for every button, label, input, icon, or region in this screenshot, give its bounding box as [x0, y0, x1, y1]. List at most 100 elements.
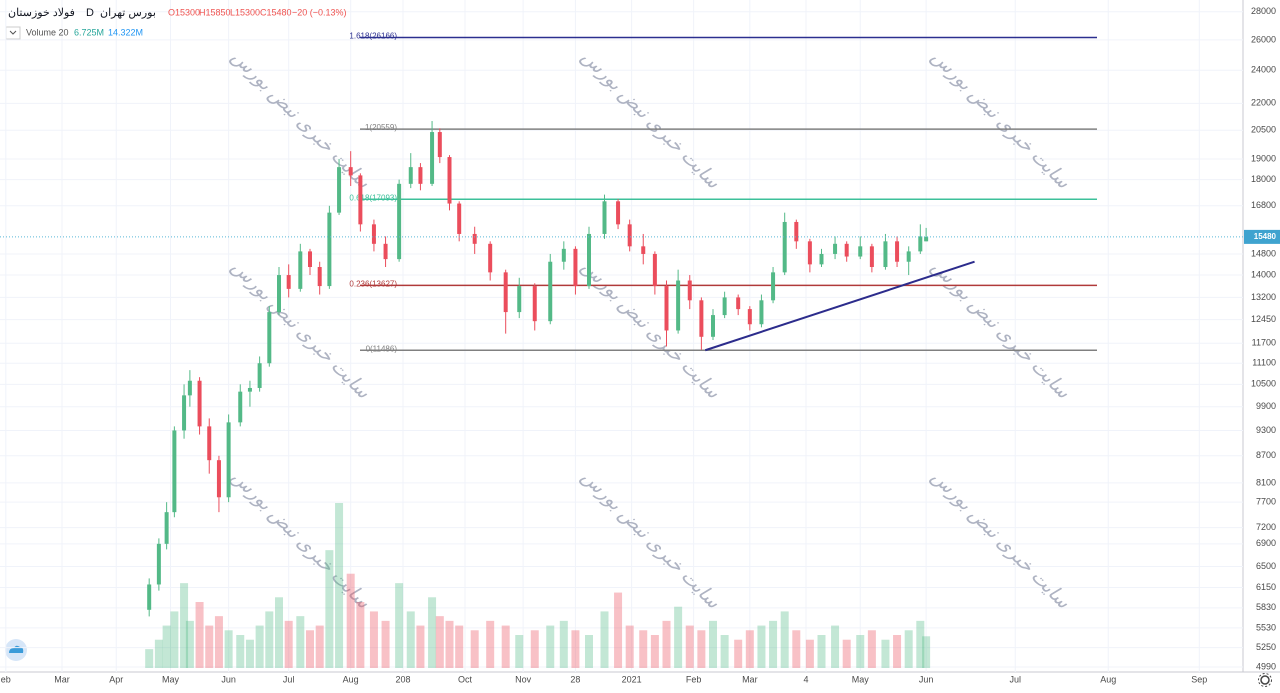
candle-body — [532, 286, 537, 322]
y-tick-label: 8100 — [1256, 477, 1276, 487]
candle-body — [924, 236, 929, 242]
x-tick-label: May — [162, 674, 180, 684]
volume-bar — [255, 625, 264, 668]
candle-body — [561, 248, 566, 262]
fib-label: 0.618(17093) — [349, 193, 397, 202]
logo — [5, 639, 27, 661]
candle-body — [187, 380, 192, 396]
candle-body — [747, 309, 752, 325]
volume-bar — [639, 630, 648, 668]
y-tick-label: 22000 — [1251, 98, 1276, 108]
volume-bar — [709, 620, 717, 668]
x-tick-label: Jul — [283, 674, 295, 684]
candle-body — [503, 272, 508, 313]
volume-bar — [335, 503, 344, 668]
x-tick-label: 28 — [570, 674, 580, 684]
chevron — [9, 30, 17, 35]
candle-body — [641, 246, 646, 254]
candle-body — [807, 241, 812, 265]
candle-body — [616, 201, 621, 225]
volume-label: Volume 20 — [26, 27, 69, 37]
open-value: O15300 — [168, 7, 200, 17]
candle-body — [397, 183, 402, 260]
y-tick-label: 7700 — [1256, 497, 1276, 507]
candle-body — [164, 512, 169, 544]
volume-bar — [284, 620, 293, 668]
volume-bar — [428, 597, 437, 668]
candle-body — [573, 248, 578, 287]
x-tick-label: Oct — [458, 674, 473, 684]
candle-body — [238, 391, 243, 423]
volume-bar — [881, 639, 890, 668]
volume-bar — [195, 602, 204, 668]
y-tick-label: 9900 — [1256, 401, 1276, 411]
last-price-label: 15480 — [1254, 232, 1277, 241]
volume-bar — [662, 620, 671, 668]
close-value: C15480 — [260, 7, 292, 17]
y-tick-label: 11100 — [1252, 358, 1276, 368]
volume-bar — [296, 616, 305, 668]
candle-body — [308, 251, 312, 268]
change-value: −20 (−0.13%) — [292, 7, 347, 17]
volume-bar — [805, 639, 814, 668]
volume-bar — [162, 625, 171, 668]
volume-bar — [346, 573, 355, 668]
y-tick-label: 5830 — [1256, 602, 1276, 612]
candle-body — [383, 243, 388, 260]
x-tick-label: Mar — [54, 674, 70, 684]
volume-bar — [757, 625, 766, 668]
y-tick-label: 6150 — [1256, 582, 1276, 592]
x-tick-label: Jun — [919, 674, 934, 684]
y-tick-label: 6500 — [1256, 561, 1276, 571]
candle-body — [883, 241, 888, 268]
time-axis-bg — [0, 672, 1280, 688]
volume-ma-value: 14.322M — [108, 27, 143, 37]
x-tick-label: 208 — [395, 674, 410, 684]
candle-body — [664, 286, 669, 331]
volume-bar — [236, 635, 245, 668]
volume-bar — [455, 625, 464, 668]
high-value: H15850 — [199, 7, 231, 17]
candle-body — [147, 584, 152, 610]
volume-bar — [145, 649, 154, 668]
volume-bar — [245, 639, 254, 668]
candle-body — [277, 275, 281, 313]
interval: D — [86, 7, 94, 19]
candle-body — [858, 246, 863, 257]
candle-body — [771, 272, 776, 301]
volume-bar — [325, 550, 334, 668]
volume-bar — [674, 606, 683, 668]
y-tick-label: 9300 — [1256, 425, 1276, 435]
volume-bar — [154, 639, 163, 668]
candle-body — [317, 267, 322, 287]
candle-body — [226, 422, 231, 498]
x-tick-label: Sep — [1191, 674, 1207, 684]
candle-body — [418, 167, 423, 184]
x-tick-label: Aug — [1100, 674, 1116, 684]
price-axis-bg — [1243, 0, 1280, 688]
volume-bar — [445, 620, 454, 668]
candle-body — [156, 543, 161, 585]
x-tick-label: Mar — [742, 674, 758, 684]
volume-bar — [856, 635, 865, 668]
x-tick-label: Nov — [515, 674, 532, 684]
candle-body — [247, 387, 252, 392]
y-tick-label: 19000 — [1251, 153, 1276, 163]
volume-bar — [315, 625, 324, 668]
volume-bar — [185, 620, 194, 668]
candle-body — [687, 280, 692, 301]
candle-body — [430, 132, 435, 184]
candle-body — [472, 233, 477, 244]
candle-body — [794, 221, 799, 242]
collapse-button[interactable] — [5, 26, 21, 40]
settings-icon[interactable] — [1258, 673, 1272, 687]
candle-body — [348, 167, 353, 176]
volume-bar — [867, 630, 876, 668]
volume-bar — [842, 639, 851, 668]
volume-bar — [515, 635, 524, 668]
x-tick-label: eb — [1, 674, 11, 684]
volume-bar — [734, 639, 743, 668]
candle-body — [197, 380, 202, 427]
